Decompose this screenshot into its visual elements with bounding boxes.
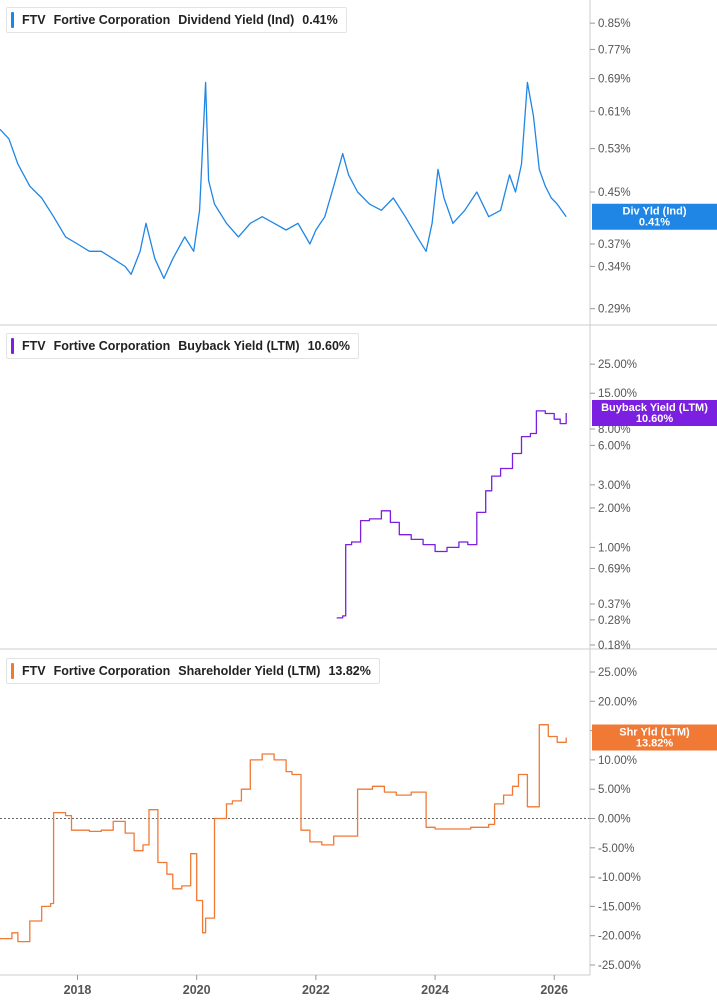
x-tick-label: 2018	[64, 983, 92, 997]
series-line-2	[336, 410, 567, 619]
y-tick-label: -20.00%	[598, 931, 641, 943]
y-tick-label: 8.00%	[598, 424, 631, 436]
x-tick-label: 2026	[540, 983, 568, 997]
legend-value: 13.82%	[328, 664, 371, 678]
y-tick-label: 25.00%	[598, 359, 637, 371]
value-badge-value: 10.60%	[636, 413, 674, 425]
value-badge-label: Shr Yld (LTM)	[619, 727, 690, 739]
y-tick-label: 0.45%	[598, 187, 631, 199]
value-badge-value: 0.41%	[639, 217, 670, 229]
series-line-1	[0, 81, 567, 280]
value-badge	[592, 724, 717, 751]
legend-company: Fortive Corporation	[53, 339, 171, 353]
legend-metric: Dividend Yield (Ind)	[178, 13, 295, 27]
legend-ticker: FTV	[22, 664, 46, 678]
value-badge-label: Buyback Yield (LTM)	[601, 402, 708, 414]
y-tick-label: 3.00%	[598, 480, 631, 492]
value-badge-value: 13.82%	[636, 738, 674, 750]
y-tick-label: 6.00%	[598, 440, 631, 452]
y-tick-label: 20.00%	[598, 696, 637, 708]
y-tick-label: 10.00%	[598, 755, 637, 767]
x-tick-label: 2022	[302, 983, 330, 997]
y-tick-label: 0.34%	[598, 261, 631, 273]
legend-ticker: FTV	[22, 13, 46, 27]
legend-company: Fortive Corporation	[53, 664, 171, 678]
value-badge-label: Div Yld (Ind)	[623, 206, 687, 218]
y-tick-label: -10.00%	[598, 872, 641, 884]
y-tick-label: 0.37%	[598, 599, 631, 611]
y-tick-label: 0.85%	[598, 18, 631, 30]
legend-value: 0.41%	[302, 13, 338, 27]
y-tick-label: 5.00%	[598, 784, 631, 796]
y-tick-label: 0.00%	[598, 814, 631, 826]
y-tick-label: 0.53%	[598, 144, 631, 156]
y-tick-label: 2.00%	[598, 503, 631, 515]
series-line-3	[0, 724, 567, 943]
y-tick-label: 15.00%	[598, 388, 637, 400]
y-tick-label: 0.69%	[598, 564, 631, 576]
legend-shareholder-yield[interactable]: FTV Fortive Corporation Shareholder Yiel…	[6, 658, 380, 684]
legend-company: Fortive Corporation	[53, 13, 171, 27]
y-tick-label: 1.00%	[598, 542, 631, 554]
y-tick-label: 0.37%	[598, 239, 631, 251]
legend-metric: Shareholder Yield (LTM)	[178, 664, 321, 678]
y-tick-label: 0.28%	[598, 615, 631, 627]
value-badge	[592, 399, 717, 426]
y-tick-label: 0.61%	[598, 106, 631, 118]
axis-layer: 0.85% 0.77% 0.69% 0.61% 0.53% 0.45% 0.37% 0.34%…	[0, 0, 641, 997]
legend-swatch-shareholder	[11, 663, 14, 679]
y-tick-label: 0.69%	[598, 74, 631, 86]
legend-swatch-buyback	[11, 338, 14, 354]
grid-layer	[0, 324, 717, 819]
legend-value: 10.60%	[307, 339, 351, 353]
legend-swatch-dividend	[11, 12, 14, 28]
y-tick-label: -5.00%	[598, 843, 634, 855]
y-tick-label: -25.00%	[598, 960, 641, 972]
y-tick-label: 0.29%	[598, 304, 631, 316]
legend-ticker: FTV	[22, 339, 46, 353]
x-tick-label: 2020	[183, 983, 211, 997]
x-tick-label: 2024	[421, 983, 449, 997]
badge-layer: Div Yld (Ind)0.41% Buyback Yield (LTM)10.…	[592, 203, 717, 751]
y-tick-label: 25.00%	[598, 667, 637, 679]
y-tick-label: 0.77%	[598, 44, 631, 56]
y-tick-label: -15.00%	[598, 901, 641, 913]
y-tick-label: 0.18%	[598, 640, 631, 652]
value-badge	[592, 203, 717, 230]
legend-buyback-yield[interactable]: FTV Fortive Corporation Buyback Yield (L…	[6, 333, 360, 359]
series-layer	[0, 81, 567, 943]
legend-dividend-yield[interactable]: FTV Fortive Corporation Dividend Yield (…	[6, 7, 347, 33]
legend-metric: Buyback Yield (LTM)	[178, 339, 300, 353]
